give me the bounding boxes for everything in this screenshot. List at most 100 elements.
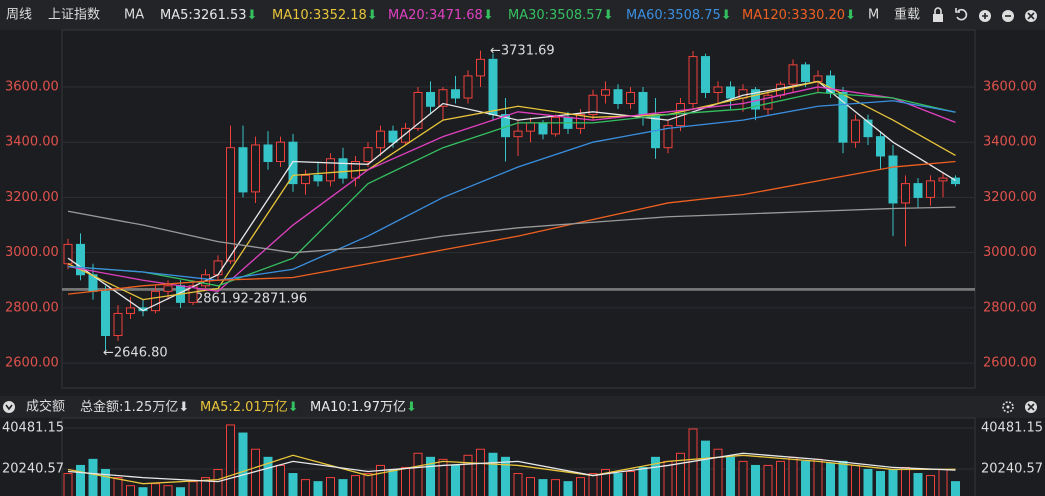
candle-body <box>276 141 285 163</box>
candle-body <box>551 116 560 135</box>
volume-bar <box>776 460 785 496</box>
candle-body <box>376 130 385 149</box>
zoom-out-icon[interactable] <box>1002 10 1014 22</box>
ma-line <box>67 80 956 301</box>
volume-bar <box>176 487 185 496</box>
volume-bar <box>63 473 73 496</box>
candle-body <box>413 91 423 129</box>
volume-bar <box>838 460 848 496</box>
volume-close-icon[interactable] <box>1025 401 1037 413</box>
down-arrow: ⬇ <box>406 400 417 415</box>
volume-bar <box>876 471 885 496</box>
undo-icon[interactable] <box>955 8 968 21</box>
volume-bar <box>326 477 335 496</box>
y-tick-label-right: 2600.00 <box>983 356 1037 371</box>
volume-tick-label-right: 20240.57 <box>981 462 1043 477</box>
volume-bar <box>588 473 598 496</box>
candle-body <box>538 122 548 135</box>
candle-body <box>788 64 798 85</box>
ma-line <box>67 86 956 293</box>
volume-bar <box>401 466 410 496</box>
candle-body <box>701 56 710 93</box>
zoom-in-icon[interactable] <box>979 10 991 22</box>
candle-body <box>76 243 85 276</box>
volume-ma-line <box>67 452 956 483</box>
volume-bar <box>138 487 148 496</box>
period[interactable]: 周线 <box>6 8 32 23</box>
candle-body <box>901 183 910 204</box>
volume-bar <box>863 468 873 496</box>
volume-bar <box>801 460 810 496</box>
legend-text: MA30:3508.57 <box>508 8 603 23</box>
down-arrow: ⬇ <box>721 8 732 23</box>
volume-bar <box>463 454 473 496</box>
candle-body <box>226 147 235 262</box>
down-arrow: ⬇ <box>288 400 299 415</box>
band-annotation: 2861.92-2871.96 <box>195 292 307 307</box>
legend-item: MA30:3508.57⬇ <box>508 8 614 23</box>
volume-bar <box>213 468 223 496</box>
volume-bar <box>638 466 648 496</box>
volume-title: 成交额 <box>26 399 65 415</box>
candle-body <box>663 125 673 149</box>
y-tick-label: 2600.00 <box>5 356 59 371</box>
lock-icon[interactable] <box>933 7 943 22</box>
volume-bar <box>926 475 935 496</box>
volume-bar <box>376 464 385 496</box>
candle-body <box>801 64 810 82</box>
y-tick-label-right: 3600.00 <box>983 79 1037 94</box>
volume-bar <box>413 452 423 496</box>
down-arrow: ⬇ <box>603 8 614 23</box>
candle-body <box>401 127 410 143</box>
candle-body <box>626 91 635 105</box>
reload[interactable]: 重载 <box>894 7 920 23</box>
volume-total: 总金额:1.25万亿⬇ <box>80 399 189 415</box>
volume-bar <box>488 452 498 496</box>
volume-bar <box>576 477 585 496</box>
candle-body <box>863 119 873 138</box>
candle-body <box>338 158 348 179</box>
legend-text: MA10:3352.18 <box>272 8 367 23</box>
candle-body <box>601 89 610 96</box>
legend-text: MA120:3330.20 <box>742 8 845 23</box>
volume-bar <box>101 468 110 496</box>
volume-bar <box>226 424 235 496</box>
candle-body <box>876 136 885 157</box>
volume-bar <box>663 460 673 496</box>
volume-bar <box>438 458 448 496</box>
volume-bar <box>113 477 123 496</box>
volume-tick-label-right: 40481.15 <box>981 421 1043 436</box>
volume-ma-line <box>67 454 956 485</box>
settings-icon[interactable] <box>1002 401 1014 413</box>
volume-bar <box>451 464 460 496</box>
candle-body <box>813 75 823 82</box>
volume-bar <box>563 481 573 496</box>
y-tick-label: 2800.00 <box>5 300 59 315</box>
collapse-icon[interactable] <box>3 401 15 413</box>
volume-bar <box>88 458 98 496</box>
candle-body <box>638 91 648 116</box>
symbol[interactable]: 上证指数 <box>48 8 100 23</box>
volume-bar <box>513 473 523 496</box>
volume-bar <box>276 464 285 496</box>
legend-item: MA120:3330.20⬇ <box>742 8 856 23</box>
volume-bar <box>851 464 860 496</box>
volume-panel <box>61 417 976 496</box>
volume-bar <box>726 456 735 496</box>
ma-line <box>67 91 956 287</box>
candle-body <box>913 183 923 198</box>
volume-bar <box>351 475 360 496</box>
volume-bar <box>201 477 210 496</box>
down-arrow: ⬇ <box>845 8 856 23</box>
candle-body <box>263 144 273 163</box>
candle-body <box>451 89 460 99</box>
volume-bar <box>288 473 298 496</box>
volume-bar <box>713 448 723 496</box>
volume-bar <box>888 468 898 496</box>
ma-label[interactable]: MA <box>124 8 144 23</box>
close-icon[interactable] <box>1025 10 1037 22</box>
volume-bar <box>301 479 310 496</box>
volume-bar <box>263 456 273 496</box>
legend-item: MA5:3261.53⬇ <box>160 8 257 23</box>
